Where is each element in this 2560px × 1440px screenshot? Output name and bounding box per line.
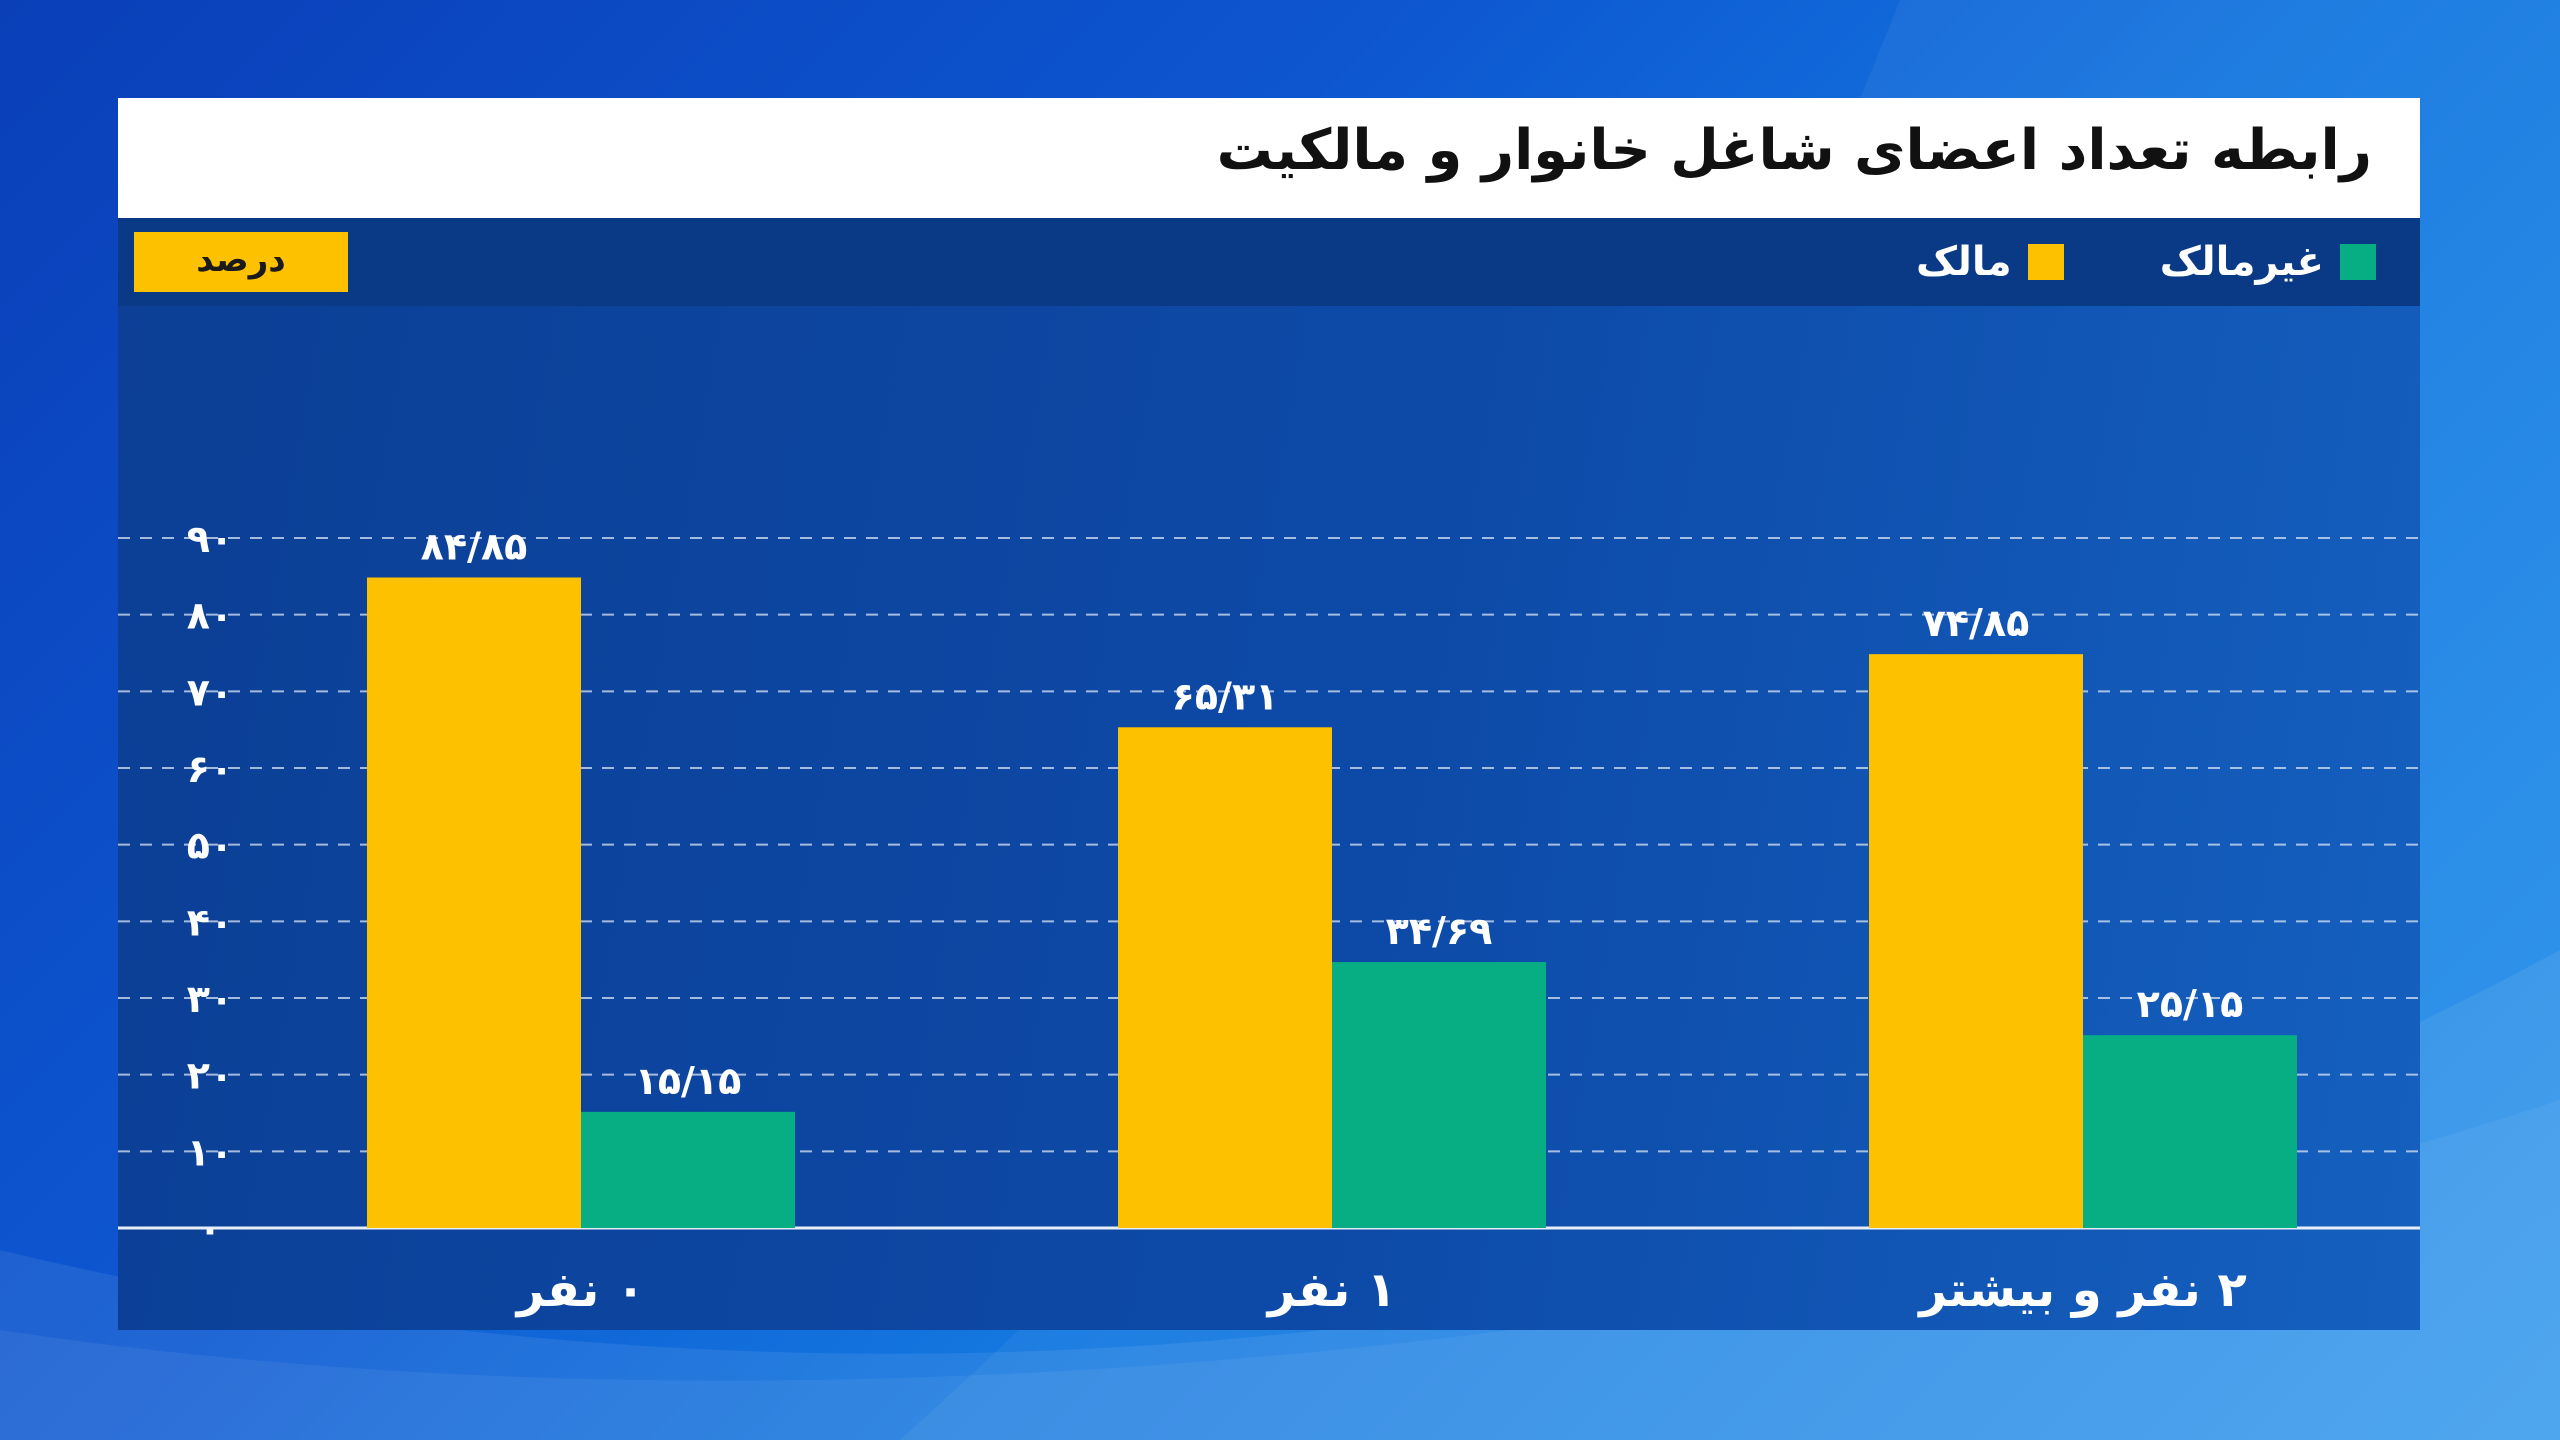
y-tick-label: ۴۰ (187, 900, 233, 944)
y-tick-label: ۵۰ (187, 824, 233, 868)
x-category-label: ۰ نفر (515, 1262, 645, 1318)
chart-panel: رابطه تعداد اعضای شاغل خانوار و مالکیت د… (118, 98, 2420, 1330)
x-category-label: ۱ نفر (1266, 1262, 1396, 1318)
bar-non-owner (581, 1111, 795, 1228)
legend-swatch-non-owner (2340, 244, 2376, 280)
y-tick-label: ۸۰ (187, 594, 233, 638)
y-tick-label: ۲۰ (187, 1054, 233, 1098)
legend-label-non-owner: غیرمالک (2159, 239, 2324, 285)
y-tick-label: ۶۰ (187, 747, 233, 791)
data-label: ۶۵/۳۱ (1172, 674, 1279, 718)
legend-swatch-owner (2027, 244, 2064, 280)
bar-owner (1118, 727, 1332, 1228)
data-label: ۱۵/۱۵ (635, 1059, 742, 1103)
data-label: ۷۴/۸۵ (1923, 601, 2030, 645)
x-category-label: ۲ نفر و بیشتر (1917, 1262, 2247, 1318)
legend: غیرمالک مالک (1916, 218, 2376, 306)
y-tick-label: ۷۰ (187, 670, 233, 714)
data-label: ۸۴/۸۵ (421, 524, 528, 568)
y-tick-label: ۹۰ (187, 517, 233, 561)
title-bar: رابطه تعداد اعضای شاغل خانوار و مالکیت (118, 98, 2420, 218)
bar-non-owner (1332, 962, 1546, 1228)
plot-area: ۰ ۱۰ ۲۰ ۳۰ ۴۰ ۵۰ ۶۰ ۷۰ ۸۰ ۹۰ ۸۴/۸۵ ۱۵/۱۵ ۰ نفر ۶۵/۳۱ ۳… (118, 306, 2420, 1330)
bar-owner (367, 577, 581, 1228)
legend-label-owner: مالک (1915, 239, 2012, 285)
bar-owner (1869, 654, 2083, 1228)
y-tick-label: ۱۰ (187, 1130, 233, 1174)
chart-title: رابطه تعداد اعضای شاغل خانوار و مالکیت (1216, 118, 2372, 183)
legend-bar: درصد غیرمالک مالک (118, 218, 2420, 306)
unit-badge: درصد (134, 232, 348, 292)
legend-item-owner: مالک (1916, 239, 2064, 285)
data-label: ۳۴/۶۹ (1386, 909, 1493, 953)
y-tick-label: ۳۰ (187, 977, 233, 1021)
bar-non-owner (2083, 1035, 2297, 1228)
legend-item-non-owner: غیرمالک (2160, 239, 2376, 285)
data-label: ۲۵/۱۵ (2137, 982, 2244, 1026)
